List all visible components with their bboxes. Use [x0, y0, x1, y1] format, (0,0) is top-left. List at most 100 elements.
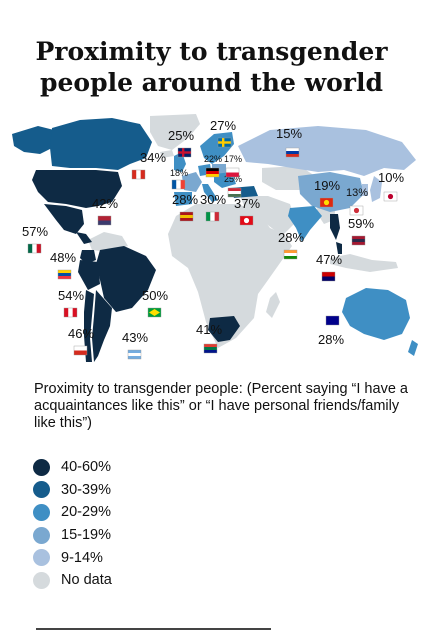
- legend-swatch: [33, 503, 50, 521]
- korea-shape: [362, 184, 368, 196]
- argentina-shape: [92, 290, 112, 362]
- value-label-canada: 34%: [140, 150, 166, 165]
- value-label-japan: 10%: [378, 170, 404, 185]
- alaska-shape: [12, 126, 54, 154]
- value-label-united-states: 42%: [92, 196, 118, 211]
- africa-shape: [168, 204, 292, 348]
- world-map: 34%42%57%48%54% 50%46% 43%25%27%15%18%22% 1…: [12, 114, 418, 362]
- usa-flag-icon: [97, 215, 112, 226]
- sweden-flag-icon: [217, 137, 232, 148]
- russia-shape: [238, 126, 416, 176]
- middle-east-shape: [240, 196, 296, 236]
- legend-item: 40-60%: [33, 456, 112, 479]
- australia-shape: [342, 288, 410, 340]
- japan-flag-icon: [383, 191, 398, 202]
- uk-flag-icon: [177, 147, 192, 158]
- value-label-hungary: 25%: [224, 174, 242, 184]
- canada-flag-icon: [131, 169, 146, 180]
- legend-label: 40-60%: [61, 459, 111, 476]
- argentina-flag-icon: [127, 349, 142, 360]
- spain-flag-icon: [179, 211, 194, 222]
- russia-flag-icon: [285, 147, 300, 158]
- value-label-chile: 46%: [68, 326, 94, 341]
- china-shape: [298, 172, 364, 212]
- indonesia-shape: [330, 254, 398, 272]
- value-label-russia: 15%: [276, 126, 302, 141]
- greenland-shape: [150, 114, 200, 150]
- legend-label: 30-39%: [61, 481, 111, 498]
- india-shape: [288, 206, 322, 242]
- japan-shape: [370, 176, 382, 202]
- south-africa-shape: [208, 316, 240, 342]
- thailand-shape: [330, 214, 340, 240]
- value-label-poland: 17%: [224, 154, 242, 164]
- title-line-2: people around the world: [40, 68, 383, 97]
- value-label-australia: 28%: [318, 332, 344, 347]
- central-america-shape: [76, 232, 92, 244]
- legend-swatch: [33, 458, 50, 476]
- value-label-peru: 54%: [58, 288, 84, 303]
- china-flag-icon: [319, 197, 334, 208]
- value-label-france: 18%: [170, 168, 188, 178]
- value-label-united-kingdom: 25%: [168, 128, 194, 143]
- brazil-shape: [96, 246, 156, 312]
- value-label-ecuador: 48%: [50, 250, 76, 265]
- brazil-flag-icon: [147, 307, 162, 318]
- legend-label: No data: [61, 572, 112, 589]
- malaysia-shape: [336, 242, 342, 254]
- chile-flag-icon: [73, 345, 88, 356]
- mexico-shape: [44, 204, 84, 234]
- value-label-malaysia: 47%: [316, 252, 342, 267]
- iceland-shape: [160, 150, 174, 158]
- value-label-germany: 22%: [204, 154, 222, 164]
- india-flag-icon: [283, 249, 298, 260]
- legend-item: 20-29%: [33, 501, 112, 524]
- south-korea-flag-icon: [349, 205, 364, 216]
- chile-shape: [84, 290, 94, 362]
- turkey-flag-icon: [239, 215, 254, 226]
- france-flag-icon: [171, 179, 186, 190]
- ecuador-flag-icon: [57, 269, 72, 280]
- value-label-sweden: 27%: [210, 118, 236, 133]
- legend-label: 9-14%: [61, 549, 103, 566]
- hungary-flag-icon: [227, 187, 242, 198]
- usa-shape: [32, 170, 122, 208]
- thailand-flag-icon: [351, 235, 366, 246]
- value-label-south-korea: 13%: [346, 187, 368, 199]
- legend-item: 9-14%: [33, 546, 112, 569]
- chart-subtitle: Proximity to transgender people: (Percen…: [34, 381, 408, 431]
- legend-label: 15-19%: [61, 527, 111, 544]
- mexico-flag-icon: [27, 243, 42, 254]
- australia-flag-icon: [325, 315, 340, 326]
- value-label-mexico: 57%: [22, 224, 48, 239]
- poland-flag-icon: [225, 167, 240, 178]
- value-label-spain: 28%: [172, 192, 198, 207]
- legend-swatch: [33, 571, 50, 589]
- value-label-brazil: 50%: [142, 288, 168, 303]
- legend-item: No data: [33, 569, 112, 592]
- peru-flag-icon: [63, 307, 78, 318]
- legend-swatch: [33, 526, 50, 544]
- germany-flag-icon: [205, 167, 220, 178]
- page-title: Proximity to transgender people around t…: [0, 36, 423, 98]
- legend-item: 15-19%: [33, 524, 112, 547]
- legend-label: 20-29%: [61, 504, 111, 521]
- title-line-1: Proximity to transgender: [35, 37, 388, 66]
- value-label-argentina: 43%: [122, 330, 148, 345]
- madagascar-shape: [266, 292, 280, 318]
- italy-flag-icon: [205, 211, 220, 222]
- value-label-thailand: 59%: [348, 216, 374, 231]
- value-label-india: 28%: [278, 230, 304, 245]
- legend-item: 30-39%: [33, 479, 112, 502]
- italy-shape: [202, 184, 218, 202]
- legend-swatch: [33, 481, 50, 499]
- south-africa-flag-icon: [203, 343, 218, 354]
- value-label-china: 19%: [314, 178, 340, 193]
- legend: 40-60% 30-39% 20-29% 15-19% 9-14% No dat…: [33, 456, 112, 592]
- france-shape: [182, 172, 202, 192]
- value-label-south-africa: 41%: [196, 322, 222, 337]
- malaysia-flag-icon: [321, 271, 336, 282]
- peru-shape: [78, 260, 100, 290]
- canada-shape: [50, 118, 152, 170]
- spain-shape: [174, 192, 192, 206]
